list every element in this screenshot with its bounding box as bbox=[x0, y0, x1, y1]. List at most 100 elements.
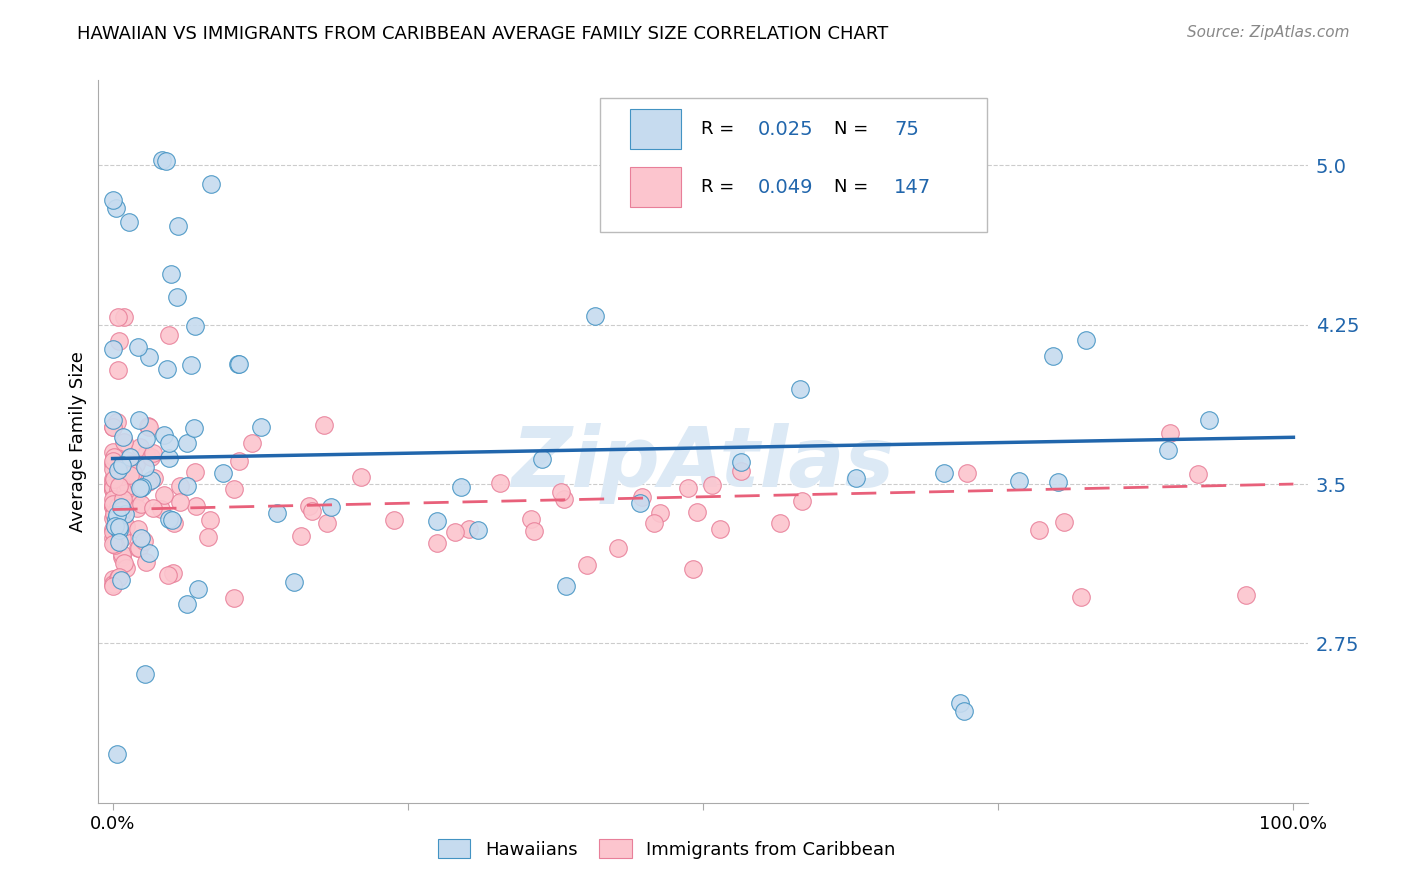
Text: HAWAIIAN VS IMMIGRANTS FROM CARIBBEAN AVERAGE FAMILY SIZE CORRELATION CHART: HAWAIIAN VS IMMIGRANTS FROM CARIBBEAN AV… bbox=[77, 25, 889, 43]
Point bbox=[187, 582, 209, 597]
Point bbox=[101, 577, 124, 591]
Point bbox=[709, 522, 731, 536]
Point bbox=[101, 511, 124, 525]
Point bbox=[134, 460, 156, 475]
Point bbox=[103, 508, 125, 522]
FancyBboxPatch shape bbox=[630, 167, 682, 207]
Point bbox=[155, 153, 177, 168]
Point bbox=[1070, 591, 1092, 605]
Point bbox=[105, 487, 128, 501]
Point bbox=[104, 519, 127, 533]
Point bbox=[101, 499, 124, 513]
Point bbox=[107, 483, 129, 497]
Point bbox=[121, 466, 143, 480]
Point bbox=[845, 471, 868, 485]
Point bbox=[184, 319, 207, 334]
Point bbox=[107, 747, 129, 761]
Point bbox=[108, 535, 131, 549]
Point bbox=[139, 473, 162, 487]
FancyBboxPatch shape bbox=[600, 98, 987, 232]
Point bbox=[222, 482, 245, 496]
Point bbox=[104, 538, 127, 552]
Point bbox=[169, 495, 191, 509]
Point bbox=[101, 537, 124, 551]
Point bbox=[350, 470, 373, 484]
Point bbox=[103, 500, 125, 515]
Text: R =: R = bbox=[700, 178, 740, 196]
Point bbox=[107, 499, 129, 513]
Point bbox=[139, 450, 162, 464]
Point bbox=[103, 572, 125, 586]
Point bbox=[138, 419, 160, 434]
Point bbox=[240, 435, 263, 450]
Point bbox=[948, 697, 970, 711]
Point bbox=[127, 541, 149, 556]
Point bbox=[103, 525, 125, 540]
Point bbox=[103, 444, 125, 458]
Point bbox=[104, 522, 127, 536]
Point bbox=[101, 483, 124, 498]
Point bbox=[125, 487, 148, 501]
Point bbox=[101, 579, 124, 593]
Point bbox=[127, 501, 149, 516]
Point bbox=[103, 478, 125, 492]
Point bbox=[730, 455, 752, 469]
Text: ZipAtlas: ZipAtlas bbox=[512, 423, 894, 504]
Point bbox=[112, 516, 135, 531]
Point bbox=[128, 541, 150, 555]
Point bbox=[114, 484, 136, 499]
Point bbox=[111, 505, 134, 519]
Point bbox=[129, 440, 152, 454]
Point bbox=[631, 491, 654, 505]
Point bbox=[127, 340, 149, 354]
Point bbox=[101, 413, 124, 427]
Point bbox=[125, 486, 148, 500]
Point bbox=[523, 524, 546, 539]
Point bbox=[426, 514, 449, 528]
Point bbox=[1234, 588, 1257, 602]
Point bbox=[450, 479, 472, 493]
Point bbox=[789, 382, 811, 396]
Point bbox=[1046, 475, 1069, 489]
Point bbox=[153, 487, 176, 501]
Point bbox=[444, 524, 467, 539]
Point bbox=[1187, 467, 1209, 481]
Text: 147: 147 bbox=[894, 178, 931, 197]
Point bbox=[952, 704, 974, 718]
Point bbox=[108, 479, 131, 493]
Point bbox=[198, 513, 221, 527]
Point bbox=[553, 492, 575, 507]
Point bbox=[956, 467, 979, 481]
Point bbox=[176, 479, 198, 493]
Point bbox=[103, 508, 125, 523]
Point bbox=[129, 497, 152, 511]
Point bbox=[103, 494, 125, 508]
Point bbox=[124, 457, 146, 471]
Text: 0.025: 0.025 bbox=[758, 120, 813, 139]
Legend: Hawaiians, Immigrants from Caribbean: Hawaiians, Immigrants from Caribbean bbox=[437, 839, 896, 859]
Point bbox=[103, 522, 125, 536]
Point bbox=[105, 508, 128, 523]
Point bbox=[138, 546, 160, 560]
Point bbox=[108, 334, 131, 348]
Point bbox=[104, 480, 127, 494]
Point bbox=[1159, 425, 1181, 440]
Point bbox=[166, 290, 188, 304]
Point bbox=[112, 430, 135, 444]
Point bbox=[101, 483, 124, 497]
Point bbox=[519, 512, 541, 526]
Point bbox=[643, 516, 665, 531]
Point bbox=[312, 417, 335, 432]
Point bbox=[136, 475, 159, 489]
Point bbox=[115, 465, 138, 479]
Point bbox=[157, 511, 180, 525]
Point bbox=[101, 531, 124, 545]
Point bbox=[128, 481, 150, 495]
Point bbox=[101, 457, 124, 471]
Point bbox=[702, 477, 724, 491]
Point bbox=[142, 446, 165, 460]
Point bbox=[103, 476, 125, 491]
Point bbox=[112, 310, 135, 324]
Point bbox=[120, 450, 142, 464]
Point bbox=[458, 522, 481, 536]
